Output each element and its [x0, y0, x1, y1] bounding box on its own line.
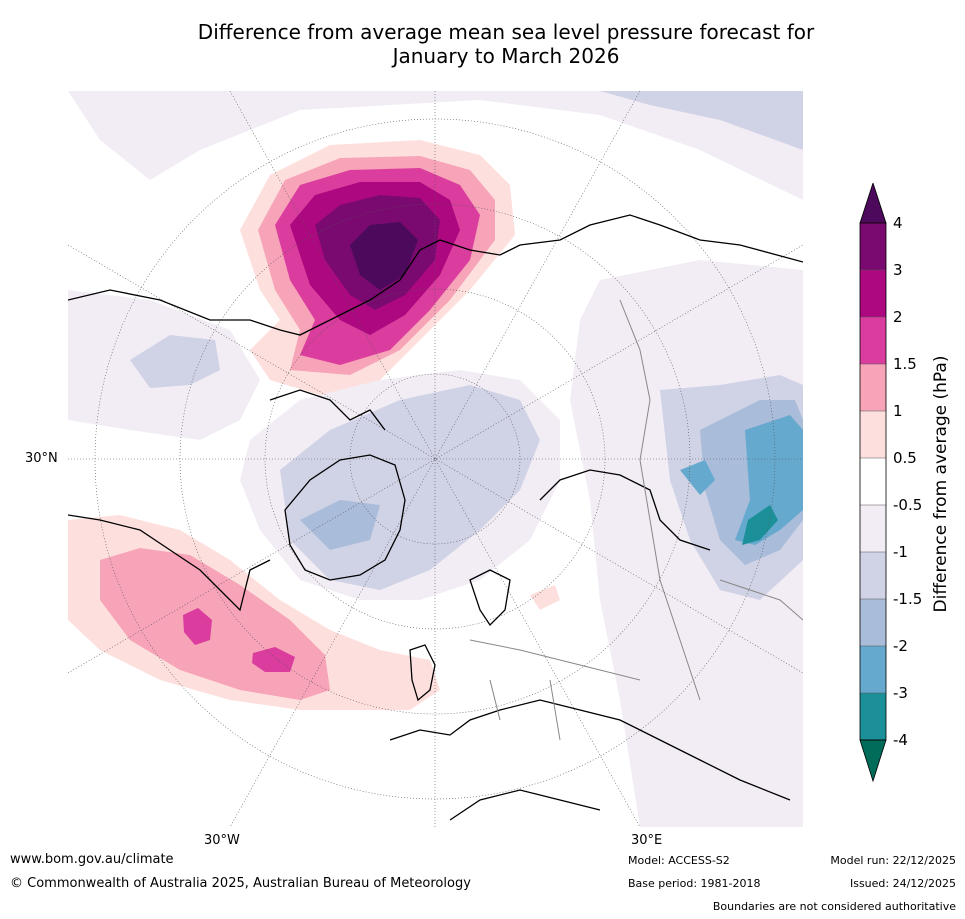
colorbar-tick: -3	[893, 684, 908, 702]
colorbar-2-3	[860, 270, 886, 317]
anomaly-pale-pink-baltic	[530, 585, 560, 610]
colorbar-neutral	[860, 458, 886, 505]
model-text: Model: ACCESS-S2	[628, 854, 730, 867]
colorbar-1-1.5	[860, 364, 886, 411]
colorbar-m2-m1.5	[860, 599, 886, 646]
colorbar-tick: 2	[893, 308, 903, 326]
colorbar-tick: 3	[893, 261, 903, 279]
anomaly-blue-asia	[735, 415, 803, 545]
issued-text: Issued: 24/12/2025	[849, 877, 956, 890]
colorbar-tick: -4	[893, 731, 908, 749]
colorbar-0.5-1	[860, 411, 886, 458]
disclaimer-text: Boundaries are not considered authoritat…	[712, 900, 956, 913]
anomaly-blue-asia-west	[680, 460, 715, 495]
lon-label-30e: 30°E	[631, 833, 663, 848]
copyright-text: © Commonwealth of Australia 2025, Austra…	[10, 876, 471, 891]
colorbar-tick: -0.5	[893, 496, 923, 514]
colorbar-tick: 4	[893, 214, 903, 232]
colorbar-tick: 0.5	[893, 449, 917, 467]
colorbar-m4-m3	[860, 693, 886, 740]
colorbar-tick: -1	[893, 543, 908, 561]
colorbar-m1.5-m1	[860, 552, 886, 599]
anomaly-teal-asia	[742, 505, 778, 545]
lon-label-30w: 30°W	[204, 833, 240, 848]
colorbar-tick: -1.5	[893, 590, 923, 608]
graticule	[68, 91, 803, 827]
colorbar-tick: 1.5	[893, 355, 917, 373]
colorbar-3-4	[860, 223, 886, 270]
lat-label-30n: 30°N	[25, 451, 58, 466]
anomaly-lavender-pacific	[130, 335, 220, 388]
anomaly-dark-purple-alaska	[350, 222, 418, 290]
colorbar	[858, 181, 888, 783]
base-period-text: Base period: 1981-2018	[628, 877, 761, 890]
anomaly-magenta-atlantic-2	[252, 647, 295, 672]
colorbar-under-arrow	[859, 739, 887, 783]
colorbar-m3-m2	[860, 646, 886, 693]
colorbar-1.5-2	[860, 317, 886, 364]
colorbar-label: Difference from average (hPa)	[931, 355, 951, 613]
forecast-map[interactable]	[68, 91, 803, 827]
colorbar-tick: -2	[893, 637, 908, 655]
website-link[interactable]: www.bom.gov.au/climate	[10, 852, 174, 867]
anomaly-magenta-atlantic-1	[183, 608, 212, 645]
model-run-text: Model run: 22/12/2025	[830, 854, 956, 867]
title-line-1: Difference from average mean sea level p…	[197, 20, 815, 44]
anomaly-lavender-north	[600, 91, 803, 150]
borders	[469, 299, 803, 741]
coastlines	[68, 214, 803, 821]
colorbar-m1-m0.5	[860, 505, 886, 552]
anomaly-light-purple-north	[68, 91, 803, 200]
anomaly-blue-grey-greenland	[300, 500, 380, 550]
colorbar-tick: 1	[893, 402, 903, 420]
title-line-2: January to March 2026	[392, 44, 620, 68]
chart-title: Difference from average mean sea level p…	[0, 20, 965, 68]
colorbar-over-arrow	[859, 181, 887, 224]
